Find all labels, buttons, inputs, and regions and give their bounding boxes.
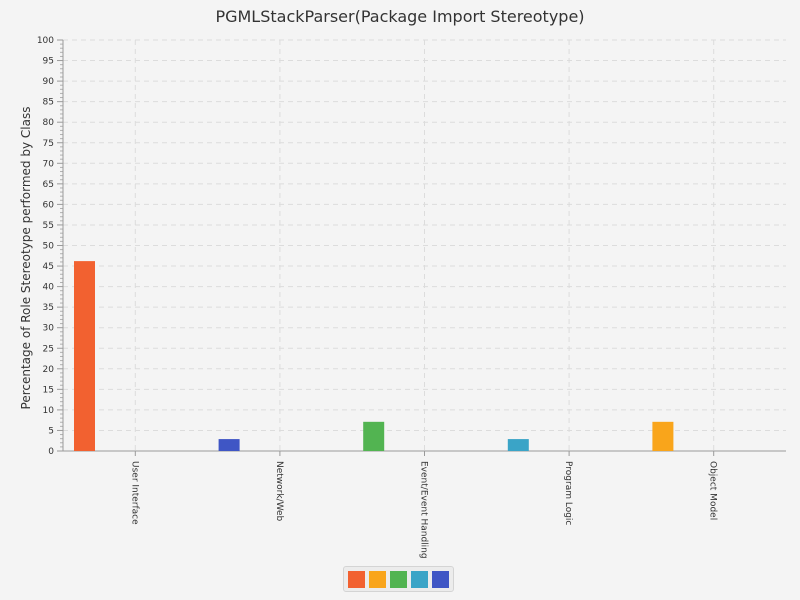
chart-title: PGMLStackParser(Package Import Stereotyp… [215, 7, 585, 26]
y-tick-label: 5 [48, 426, 54, 436]
bars [74, 261, 674, 451]
y-tick-label: 90 [43, 77, 55, 87]
y-tick-label: 20 [43, 365, 55, 375]
tick-labels: 0 5 10 15 20 25 30 35 40 45 50 55 60 65 70 75 80 85 90 95 10… [37, 36, 718, 559]
y-tick-label: 95 [43, 57, 54, 67]
x-tick-label: Program Logic [563, 461, 573, 525]
legend-swatch[interactable] [390, 570, 407, 588]
bar-object-model[interactable] [652, 421, 674, 451]
legend-swatch[interactable] [348, 570, 365, 588]
x-tick-label: Network/Web [274, 461, 284, 522]
legend [343, 566, 454, 592]
y-tick-label: 80 [43, 118, 55, 128]
grid-lines [63, 39, 786, 451]
legend-swatch[interactable] [411, 570, 428, 588]
y-tick-label: 40 [43, 283, 55, 293]
y-axis-label: Percentage of Role Stereotype performed … [19, 107, 33, 410]
y-tick-label: 75 [43, 139, 54, 149]
y-tick-label: 60 [43, 200, 55, 210]
y-tick-label: 100 [37, 36, 54, 46]
y-tick-label: 0 [48, 447, 54, 457]
y-tick-label: 15 [43, 385, 54, 395]
axes [57, 39, 786, 456]
legend-swatch[interactable] [369, 570, 386, 588]
y-tick-label: 30 [43, 324, 55, 334]
y-tick-label: 70 [43, 159, 55, 169]
y-tick-label: 10 [43, 406, 55, 416]
bar-event-event-handling[interactable] [363, 421, 385, 451]
y-tick-label: 85 [43, 98, 54, 108]
bar-program-logic[interactable] [507, 439, 529, 451]
bar-network-web[interactable] [218, 439, 240, 451]
bar-user-interface[interactable] [74, 261, 95, 451]
y-tick-label: 45 [43, 262, 54, 272]
y-tick-label: 55 [43, 221, 54, 231]
x-tick-label: User Interface [129, 461, 139, 525]
y-tick-label: 65 [43, 180, 54, 190]
x-tick-label: Object Model [708, 461, 718, 520]
x-tick-label: Event/Event Handling [419, 461, 429, 559]
y-tick-label: 50 [43, 242, 55, 252]
legend-swatch[interactable] [432, 570, 449, 588]
y-tick-label: 35 [43, 303, 54, 313]
y-tick-label: 25 [43, 344, 54, 354]
